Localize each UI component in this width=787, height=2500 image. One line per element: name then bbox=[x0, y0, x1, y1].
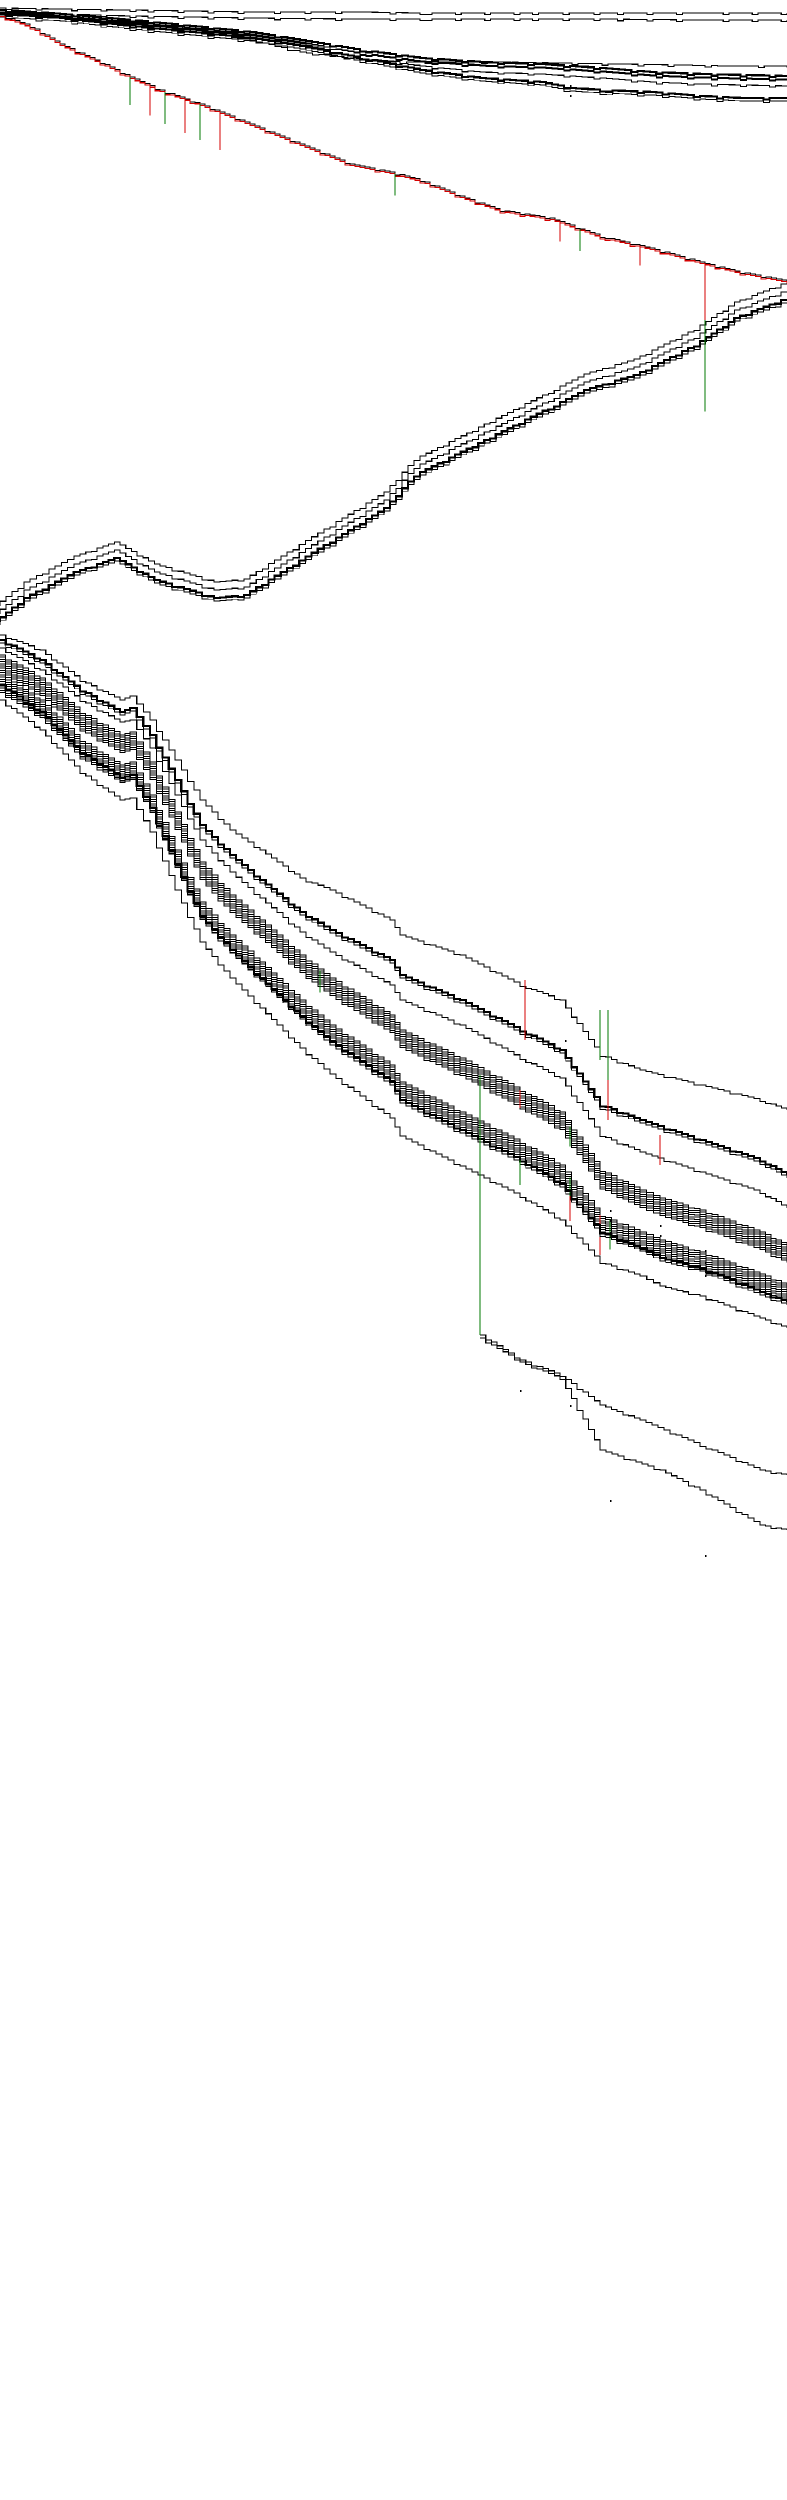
series-19-line bbox=[480, 1337, 787, 1530]
series-8-shadow-line bbox=[0, 302, 787, 625]
series-10-line bbox=[0, 283, 787, 606]
series-4-line bbox=[0, 11, 787, 82]
dot-marker-13 bbox=[705, 1555, 707, 1557]
dot-marker-4 bbox=[610, 1232, 612, 1234]
series-11-line bbox=[0, 634, 787, 1110]
dot-marker-9 bbox=[705, 1275, 707, 1277]
dot-marker-15 bbox=[570, 85, 572, 87]
dot-marker-8 bbox=[705, 1262, 707, 1264]
dot-marker-6 bbox=[660, 1235, 662, 1237]
series-0-line bbox=[0, 7, 787, 16]
dot-marker-0 bbox=[565, 1040, 567, 1042]
series-6-line bbox=[0, 12, 787, 101]
dot-marker-14 bbox=[570, 95, 572, 97]
series-13-line bbox=[0, 647, 787, 1208]
dot-marker-7 bbox=[705, 1250, 707, 1252]
dot-marker-3 bbox=[610, 1220, 612, 1222]
dot-marker-1 bbox=[565, 1050, 567, 1052]
series-6-shadow-line bbox=[0, 16, 787, 103]
series-17-line bbox=[0, 699, 787, 1328]
series-1-line bbox=[0, 11, 787, 23]
dot-marker-2 bbox=[610, 1210, 612, 1212]
series-12-shadow-line bbox=[0, 642, 787, 1178]
dot-marker-5 bbox=[660, 1225, 662, 1227]
series-9-line bbox=[0, 291, 787, 614]
series-14-line-8 bbox=[0, 672, 787, 1263]
series-3-line bbox=[0, 8, 787, 79]
dot-marker-12 bbox=[610, 1500, 612, 1502]
dot-marker-10 bbox=[520, 1390, 522, 1392]
dot-marker-11 bbox=[570, 1405, 572, 1407]
series-16-shadow-line bbox=[0, 687, 787, 1305]
